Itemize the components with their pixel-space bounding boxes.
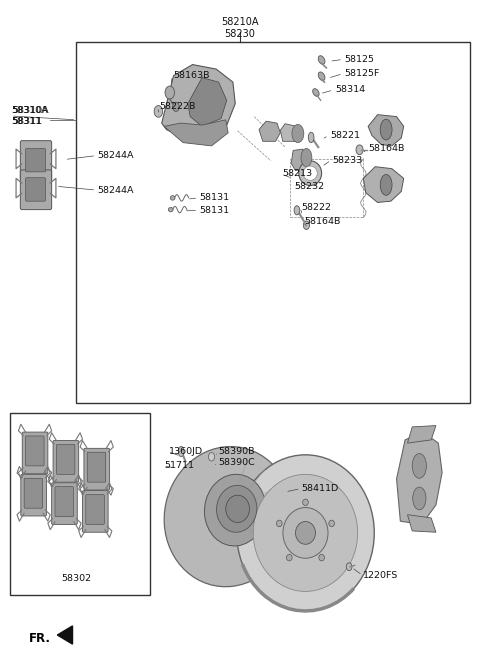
Ellipse shape [287,554,292,561]
Text: 51711: 51711 [164,461,194,470]
Ellipse shape [168,207,173,212]
Ellipse shape [226,495,250,522]
Ellipse shape [237,455,374,611]
Text: 58302: 58302 [61,574,91,583]
FancyBboxPatch shape [84,448,109,490]
FancyBboxPatch shape [20,170,52,210]
Ellipse shape [276,520,282,527]
Text: 58244A: 58244A [97,186,134,195]
Text: 58164B: 58164B [368,144,405,153]
Ellipse shape [179,446,184,457]
Ellipse shape [208,453,215,461]
Polygon shape [162,64,235,139]
FancyBboxPatch shape [53,441,79,482]
Polygon shape [57,626,72,644]
Ellipse shape [283,508,328,558]
FancyBboxPatch shape [20,140,52,180]
Polygon shape [291,149,309,171]
Text: 58125: 58125 [344,55,374,64]
Text: 58210A
58230: 58210A 58230 [221,17,259,39]
Ellipse shape [296,522,315,544]
Ellipse shape [154,106,163,117]
Ellipse shape [294,206,300,215]
Text: FR.: FR. [29,632,51,646]
FancyBboxPatch shape [52,483,77,524]
Text: 58221: 58221 [330,131,360,140]
Text: 58232: 58232 [295,182,324,191]
Text: 58310A
58311: 58310A 58311 [12,106,48,126]
Ellipse shape [319,554,324,561]
Text: 1360JD: 1360JD [169,447,203,456]
Text: 58131: 58131 [200,206,230,215]
Text: 58163B: 58163B [174,71,210,80]
Text: 58164B: 58164B [304,218,340,226]
Text: 58131: 58131 [200,194,230,203]
Polygon shape [368,115,404,146]
FancyBboxPatch shape [56,444,75,474]
Text: 58222B: 58222B [159,102,196,112]
Polygon shape [396,432,442,524]
Ellipse shape [380,174,392,195]
Ellipse shape [173,102,179,112]
Ellipse shape [253,474,358,592]
Ellipse shape [170,195,175,200]
Polygon shape [408,426,436,443]
FancyBboxPatch shape [25,436,44,466]
Ellipse shape [204,474,266,546]
Ellipse shape [329,520,335,527]
Ellipse shape [356,145,363,155]
Ellipse shape [318,56,325,64]
Text: 58233: 58233 [333,155,363,165]
Polygon shape [259,121,280,141]
Text: 58314: 58314 [335,85,365,94]
FancyBboxPatch shape [25,148,46,172]
Ellipse shape [216,485,257,532]
Text: 1220FS: 1220FS [363,571,398,580]
Text: 58310A
58311: 58310A 58311 [12,106,49,126]
Ellipse shape [164,447,292,586]
Ellipse shape [413,487,426,510]
Text: 58390B: 58390B [219,447,255,456]
Text: 58411D: 58411D [301,484,339,493]
FancyBboxPatch shape [24,478,43,508]
Ellipse shape [301,148,312,167]
Text: 58244A: 58244A [97,151,134,160]
Polygon shape [408,515,436,532]
Ellipse shape [299,161,322,186]
FancyBboxPatch shape [55,487,73,517]
Polygon shape [188,77,227,127]
Ellipse shape [308,133,314,142]
Ellipse shape [292,125,304,142]
Bar [76,42,470,403]
Text: 58390C: 58390C [219,458,255,467]
Polygon shape [280,124,300,141]
FancyBboxPatch shape [83,491,108,532]
FancyBboxPatch shape [86,495,104,524]
Ellipse shape [165,86,175,99]
Ellipse shape [346,563,352,571]
FancyBboxPatch shape [25,178,46,201]
FancyBboxPatch shape [22,432,48,474]
Ellipse shape [302,499,308,506]
Ellipse shape [412,453,426,478]
Ellipse shape [380,119,392,140]
FancyBboxPatch shape [87,452,106,482]
Text: 58213: 58213 [283,169,313,178]
Ellipse shape [318,72,325,81]
Polygon shape [164,120,228,146]
Bar [10,413,150,595]
Polygon shape [363,167,404,203]
Ellipse shape [303,166,317,180]
Text: 58222: 58222 [301,203,332,212]
Text: 58125F: 58125F [344,69,380,78]
FancyBboxPatch shape [21,474,47,516]
Ellipse shape [312,89,319,96]
Ellipse shape [303,221,310,230]
